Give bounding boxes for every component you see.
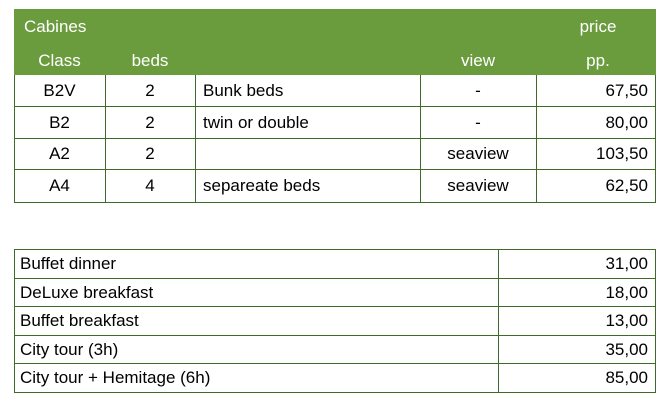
cell-beds: 2: [145, 144, 155, 163]
table-row: B2V 2 Bunk beds - 67,50: [14, 75, 656, 106]
table-border-bottom: [14, 202, 656, 203]
cell-beds: 4: [145, 176, 155, 195]
service-name: City tour + Hemitage (6h): [20, 368, 211, 387]
table-border-top: [14, 249, 656, 250]
cell-class: B2: [49, 113, 70, 132]
header-price: price: [579, 17, 617, 36]
row-divider: [14, 306, 656, 307]
row-divider: [14, 138, 656, 139]
header-beds: beds: [131, 51, 169, 70]
cell-price: 80,00: [605, 113, 648, 132]
table-row: DeLuxe breakfast 18,00: [14, 279, 656, 307]
header-price-pp: pp.: [586, 51, 610, 70]
service-price: 13,00: [605, 311, 648, 330]
cell-price: 62,50: [605, 176, 648, 195]
service-name: City tour (3h): [20, 340, 119, 359]
cell-beds: 2: [145, 81, 155, 100]
table-border-left: [14, 249, 15, 393]
column-divider: [105, 75, 106, 203]
cell-class: B2V: [43, 81, 76, 100]
column-divider: [536, 75, 537, 203]
cell-view: -: [475, 81, 481, 100]
cell-class: A2: [49, 144, 70, 163]
table-row: B2 2 twin or double - 80,00: [14, 107, 656, 138]
row-divider: [14, 106, 656, 107]
services-table: Buffet dinner 31,00 DeLuxe breakfast 18,…: [14, 249, 656, 393]
column-divider: [498, 249, 499, 393]
header-class: Class: [38, 51, 81, 70]
row-divider: [14, 335, 656, 336]
table-row: A4 4 separeate beds seaview 62,50: [14, 170, 656, 201]
cell-view: -: [475, 113, 481, 132]
service-price: 35,00: [605, 340, 648, 359]
column-divider: [195, 75, 196, 203]
table-row: Buffet breakfast 13,00: [14, 307, 656, 335]
service-price: 31,00: [605, 254, 648, 273]
table-row: City tour (3h) 35,00: [14, 336, 656, 364]
service-name: Buffet breakfast: [20, 311, 139, 330]
cabins-table-header: Cabines price Class beds view pp.: [14, 9, 656, 75]
service-price: 85,00: [605, 368, 648, 387]
cell-view: seaview: [447, 176, 509, 195]
cell-description: twin or double: [203, 113, 309, 132]
row-divider: [14, 363, 656, 364]
column-divider: [420, 75, 421, 203]
cell-price: 67,50: [605, 81, 648, 100]
cell-class: A4: [49, 176, 70, 195]
row-divider: [14, 278, 656, 279]
service-price: 18,00: [605, 283, 648, 302]
table-row: Buffet dinner 31,00: [14, 250, 656, 278]
table-border-right: [655, 75, 656, 203]
cabins-table: Cabines price Class beds view pp. B2V 2 …: [14, 9, 656, 203]
header-view: view: [460, 51, 495, 70]
cell-price: 103,50: [596, 144, 648, 163]
cell-description: [195, 138, 420, 169]
cell-description: Bunk beds: [203, 81, 284, 100]
table-row: City tour + Hemitage (6h) 85,00: [14, 364, 656, 392]
cell-description: separeate beds: [203, 176, 321, 195]
row-divider: [14, 169, 656, 170]
table-border-right: [655, 249, 656, 393]
service-name: Buffet dinner: [20, 254, 117, 273]
service-name: DeLuxe breakfast: [20, 283, 154, 302]
table-border-left: [14, 75, 15, 203]
header-cabines: Cabines: [24, 17, 87, 36]
table-border-bottom: [14, 392, 656, 393]
table-row: A2 2 seaview 103,50: [14, 138, 656, 169]
cell-beds: 2: [145, 113, 155, 132]
cell-view: seaview: [447, 144, 509, 163]
